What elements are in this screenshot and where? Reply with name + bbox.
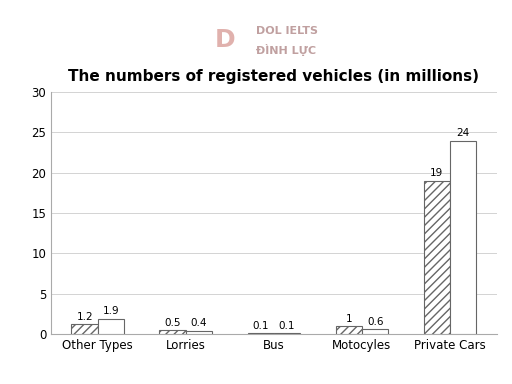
Bar [159,330,186,334]
Text: 1.2: 1.2 [76,312,93,322]
Bar [186,331,212,334]
Bar [72,324,98,334]
Bar [274,333,301,334]
Text: 24: 24 [457,128,470,138]
Text: 19: 19 [430,169,443,179]
Bar [423,181,450,334]
Text: 1: 1 [346,314,352,324]
Bar [247,333,274,334]
Text: 0.5: 0.5 [164,318,181,328]
Text: 0.6: 0.6 [367,317,383,327]
Title: The numbers of registered vehicles (in millions): The numbers of registered vehicles (in m… [69,69,479,84]
Text: 0.1: 0.1 [252,321,269,331]
Text: D: D [215,28,236,52]
Bar [450,141,476,334]
Text: DOL IELTS: DOL IELTS [256,26,318,36]
Text: ĐÌNH LỰC: ĐÌNH LỰC [256,44,316,56]
Bar [362,329,389,334]
Bar [335,326,362,334]
Text: 0.4: 0.4 [191,318,207,328]
Bar [98,319,124,334]
Text: 0.1: 0.1 [279,321,295,331]
Text: 1.9: 1.9 [103,306,119,316]
